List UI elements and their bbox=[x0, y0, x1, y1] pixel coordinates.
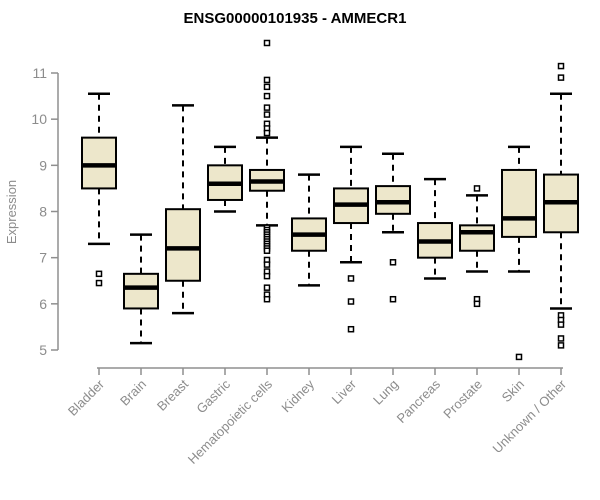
x-tick-label-lung: Lung bbox=[370, 377, 401, 408]
iqr-box bbox=[165, 208, 201, 282]
outlier-point bbox=[263, 111, 271, 118]
outlier-point bbox=[263, 39, 271, 47]
x-tick-label-gastric: Gastric bbox=[193, 376, 233, 416]
x-tick-label-breast: Breast bbox=[154, 376, 191, 413]
box-unknown-other bbox=[543, 62, 579, 349]
outlier-point bbox=[557, 342, 565, 349]
x-tick-label-prostate: Prostate bbox=[440, 377, 485, 422]
iqr-box bbox=[81, 136, 117, 190]
box-brain bbox=[123, 233, 159, 345]
outlier-point bbox=[95, 270, 103, 278]
outlier-point bbox=[347, 325, 355, 333]
iqr-box bbox=[123, 272, 159, 310]
y-tick-label: 10 bbox=[31, 111, 47, 127]
chart-title: ENSG00000101935 - AMMECR1 bbox=[184, 10, 407, 27]
x-tick-label-liver: Liver bbox=[329, 376, 360, 407]
outlier-point bbox=[263, 295, 271, 303]
box-breast bbox=[165, 104, 201, 315]
outlier-point bbox=[263, 247, 271, 254]
iqr-box bbox=[375, 185, 411, 215]
outlier-point bbox=[347, 275, 355, 282]
outlier-point bbox=[557, 321, 565, 328]
box-kidney bbox=[291, 173, 327, 287]
y-axis-label: Expression bbox=[4, 180, 19, 244]
iqr-box bbox=[459, 224, 495, 252]
box-gastric bbox=[207, 145, 243, 213]
outlier-point bbox=[389, 259, 397, 266]
x-tick-label-unknown-other: Unknown / Other bbox=[490, 376, 570, 456]
outlier-point bbox=[263, 92, 271, 100]
box-hematopoietic-cells bbox=[249, 39, 285, 303]
outlier-point bbox=[263, 76, 271, 84]
outlier-point bbox=[515, 353, 523, 361]
outlier-point bbox=[263, 129, 271, 137]
outlier-point bbox=[347, 298, 355, 305]
y-tick-label: 11 bbox=[32, 65, 47, 81]
y-tick-label: 9 bbox=[39, 157, 47, 173]
y-tick-label: 8 bbox=[39, 204, 47, 220]
y-tick-label: 7 bbox=[39, 250, 47, 266]
outlier-point bbox=[263, 83, 271, 91]
x-tick-label-pancreas: Pancreas bbox=[394, 376, 444, 426]
y-tick-label: 6 bbox=[39, 296, 47, 312]
outlier-point bbox=[263, 104, 271, 111]
outlier-point bbox=[389, 295, 397, 303]
x-tick-label-kidney: Kidney bbox=[278, 376, 317, 415]
iqr-box bbox=[501, 168, 537, 238]
x-tick-label-skin: Skin bbox=[499, 377, 527, 405]
outlier-point bbox=[263, 272, 271, 280]
boxplots bbox=[81, 39, 579, 361]
box-skin bbox=[501, 145, 537, 361]
box-pancreas bbox=[417, 177, 453, 280]
box-lung bbox=[375, 152, 411, 303]
box-prostate bbox=[459, 185, 495, 308]
outlier-point bbox=[473, 300, 481, 308]
x-tick-label-brain: Brain bbox=[117, 377, 149, 409]
outlier-point bbox=[263, 284, 271, 291]
outlier-point bbox=[263, 261, 271, 268]
x-tick-label-bladder: Bladder bbox=[65, 376, 108, 419]
box-bladder bbox=[81, 92, 117, 287]
outlier-point bbox=[473, 185, 481, 192]
box-liver bbox=[333, 145, 369, 333]
outlier-point bbox=[95, 279, 103, 287]
outlier-point bbox=[557, 335, 565, 342]
outlier-point bbox=[557, 74, 565, 81]
outlier-point bbox=[557, 62, 565, 70]
y-tick-label: 5 bbox=[39, 342, 47, 358]
